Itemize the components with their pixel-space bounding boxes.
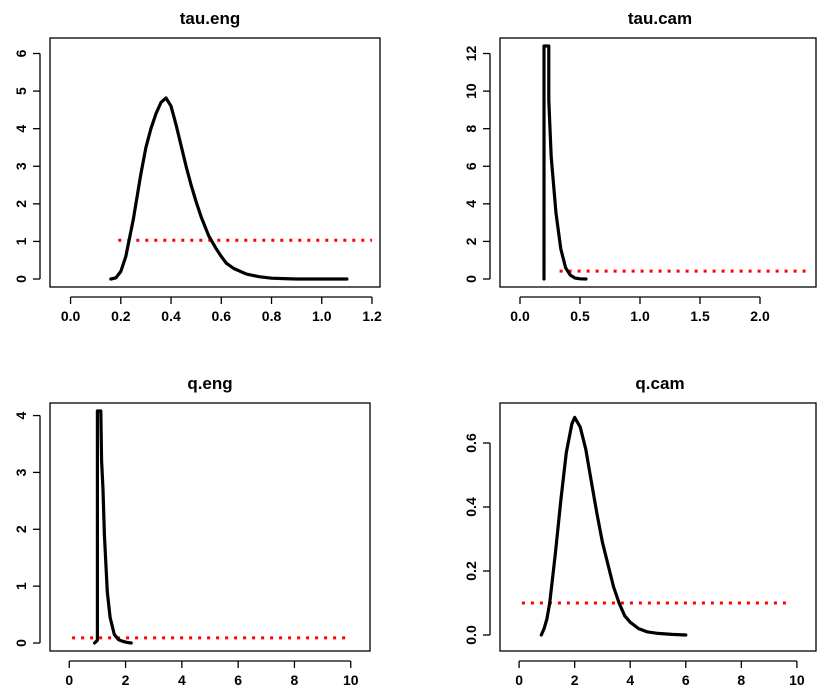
y-tick-label: 0.2: [463, 561, 479, 581]
y-tick-label: 0: [13, 639, 29, 647]
plot-frame: [499, 402, 817, 652]
panel-title: tau.eng: [180, 9, 240, 28]
y-tick-label: 4: [463, 200, 479, 208]
x-tick-label: 6: [682, 672, 690, 688]
x-tick-label: 0.5: [570, 308, 590, 324]
x-tick-label: 1.0: [630, 308, 650, 324]
posterior-density-line: [109, 96, 349, 281]
y-tick-label: 1: [13, 237, 29, 245]
y-tick-label: 0: [463, 275, 479, 283]
x-tick-label: 2.0: [750, 308, 770, 324]
x-tick-label: 0: [515, 672, 523, 688]
posterior-density-line: [542, 44, 588, 281]
y-tick-label: 0.6: [463, 433, 479, 453]
y-tick-label: 1: [13, 582, 29, 590]
x-tick-label: 2: [571, 672, 579, 688]
y-tick-label: 2: [13, 525, 29, 533]
panel-title: q.cam: [635, 374, 684, 393]
posterior-density-line: [539, 415, 688, 637]
x-tick-label: 10: [789, 672, 805, 688]
x-tick-label: 1.5: [690, 308, 710, 324]
x-tick-label: 0.4: [161, 308, 181, 324]
x-tick-label: 0.0: [61, 308, 81, 324]
panel-tau-cam: tau.cam 0.0 0.5 1.0 1.5 2.0 0 2 4 6 8 10 12: [463, 9, 817, 324]
y-tick-label: 2: [13, 200, 29, 208]
y-tick-label: 3: [13, 468, 29, 476]
x-tick-label: 1.2: [362, 308, 382, 324]
x-tick-label: 4: [178, 672, 186, 688]
y-tick-label: 4: [13, 125, 29, 133]
x-tick-label: 8: [737, 672, 745, 688]
panel-q-eng: q.eng 0 2 4 6 8 10 0 1 2 3 4: [13, 374, 371, 688]
y-tick-label: 0.0: [463, 625, 479, 645]
y-tick-label: 6: [13, 49, 29, 57]
x-tick-label: 0.8: [262, 308, 282, 324]
y-tick-label: 8: [463, 125, 479, 133]
x-tick-label: 2: [122, 672, 130, 688]
x-tick-label: 6: [234, 672, 242, 688]
y-tick-label: 10: [463, 83, 479, 99]
plot-frame: [499, 37, 817, 288]
panel-title: tau.cam: [628, 9, 692, 28]
y-tick-label: 6: [463, 162, 479, 170]
y-tick-label: 3: [13, 162, 29, 170]
panel-q-cam: q.cam 0 2 4 6 8 10 0.0 0.2 0.4 0.6: [463, 374, 817, 688]
x-tick-label: 4: [626, 672, 634, 688]
y-tick-label: 0.4: [463, 497, 479, 517]
x-tick-label: 0.2: [111, 308, 131, 324]
y-tick-label: 5: [13, 87, 29, 95]
x-tick-label: 0.6: [212, 308, 232, 324]
x-tick-label: 0.0: [510, 308, 530, 324]
panel-title: q.eng: [187, 374, 232, 393]
x-tick-label: 1.0: [312, 308, 332, 324]
y-tick-label: 4: [13, 411, 29, 419]
panel-tau-eng: tau.eng 0.0 0.2 0.4 0.6 0.8 1.0 1.2 0 1 2 3 4 5 6: [13, 9, 382, 324]
x-tick-label: 8: [291, 672, 299, 688]
y-tick-label: 2: [463, 237, 479, 245]
x-tick-label: 0: [65, 672, 73, 688]
x-tick-label: 10: [343, 672, 359, 688]
plot-frame: [49, 402, 371, 652]
y-tick-label: 12: [463, 46, 479, 62]
y-tick-label: 0: [13, 275, 29, 283]
posterior-density-line: [92, 409, 133, 645]
plot-frame: [49, 37, 381, 288]
